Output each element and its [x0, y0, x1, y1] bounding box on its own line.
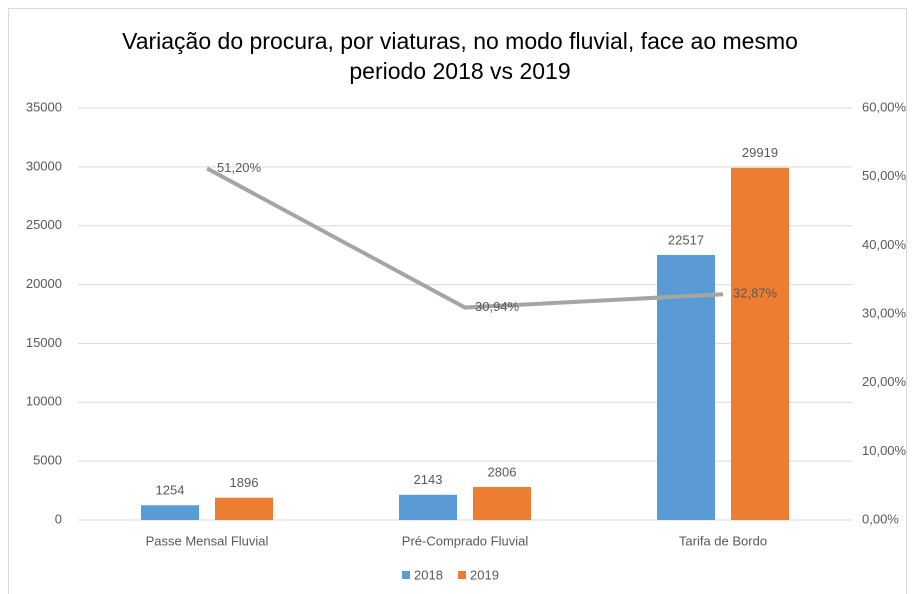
legend-label: 2019 [470, 567, 499, 582]
x-tick-label: Pré-Comprado Fluvial [402, 533, 529, 548]
y2-tick-label: 60,00% [862, 99, 907, 114]
line [206, 166, 724, 310]
data-label: 51,20% [217, 160, 262, 175]
chart-border [8, 8, 907, 594]
y2-tick-label: 10,00% [862, 443, 907, 458]
y2-tick-label: 50,00% [862, 168, 907, 183]
data-label: 1896 [230, 475, 259, 490]
legend-label: 2018 [414, 567, 443, 582]
y-tick-label: 20000 [26, 276, 62, 291]
bar [399, 494, 457, 520]
chart-title: Variação do procura, por viaturas, no mo… [122, 28, 798, 84]
legend-swatch [402, 571, 410, 579]
legend-swatch [458, 571, 466, 579]
data-label: 1254 [156, 483, 185, 498]
bar [215, 497, 273, 520]
data-label: 2806 [488, 464, 517, 479]
data-label: 29919 [742, 145, 778, 160]
y-tick-label: 35000 [26, 99, 62, 114]
bar [473, 486, 531, 520]
y2-tick-label: 20,00% [862, 374, 907, 389]
y-tick-label: 5000 [33, 453, 62, 468]
y-tick-label: 15000 [26, 335, 62, 350]
bar [731, 167, 789, 521]
data-label: 22517 [668, 232, 704, 247]
data-label: 2143 [414, 472, 443, 487]
bar [141, 505, 199, 520]
x-tick-label: Tarifa de Bordo [679, 533, 767, 548]
data-label: 32,87% [733, 286, 778, 301]
x-tick-label: Passe Mensal Fluvial [146, 533, 269, 548]
y-tick-label: 0 [55, 511, 62, 526]
y2-tick-label: 0,00% [862, 511, 899, 526]
y-tick-label: 10000 [26, 394, 62, 409]
y2-tick-label: 30,00% [862, 305, 907, 320]
y-tick-label: 25000 [26, 217, 62, 232]
data-label: 30,94% [475, 299, 520, 314]
y-tick-label: 30000 [26, 158, 62, 173]
y2-tick-label: 40,00% [862, 237, 907, 252]
